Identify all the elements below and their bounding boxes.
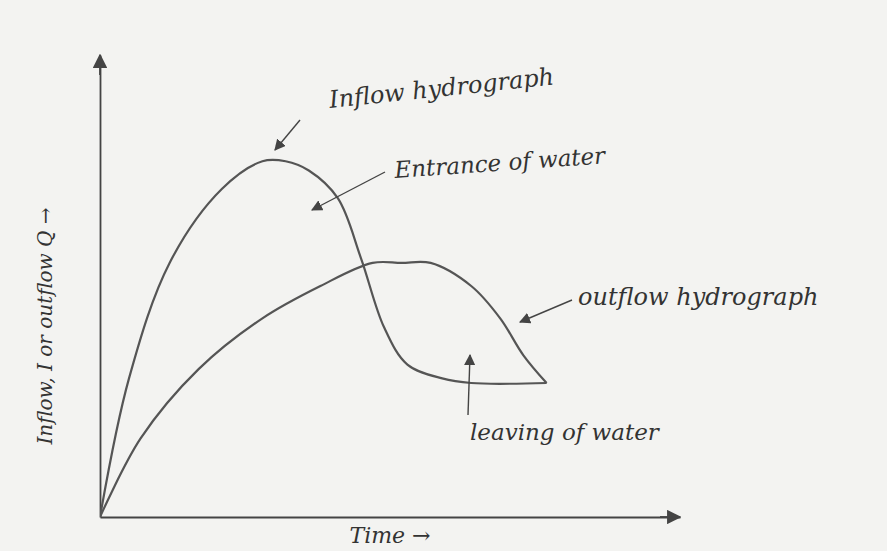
hydrograph-line [100, 160, 547, 517]
axis-arrow [660, 516, 680, 518]
y-axis-title: Inflow, I or outflow Q → [33, 207, 57, 445]
x-axis-title: Time → [349, 523, 430, 548]
annotation: Entrance of water [393, 142, 608, 183]
hydrograph-line [100, 262, 547, 517]
y-axis [100, 56, 101, 518]
axis-line [101, 517, 681, 519]
plot-area [100, 160, 547, 517]
chart: Inflow hydrograph outflow hydrograph Entra… [0, 0, 887, 551]
leader-arrow [520, 300, 572, 322]
axis-arrow [99, 55, 101, 75]
leader-arrow [312, 172, 385, 210]
leader-arrow [468, 355, 470, 415]
leader-arrow [275, 120, 300, 150]
axis-line [100, 56, 102, 518]
annotation: leaving of water [470, 419, 661, 445]
x-axis [101, 517, 681, 518]
series-label: Inflow hydrograph [327, 63, 556, 115]
series-label: outflow hydrograph [578, 283, 818, 311]
